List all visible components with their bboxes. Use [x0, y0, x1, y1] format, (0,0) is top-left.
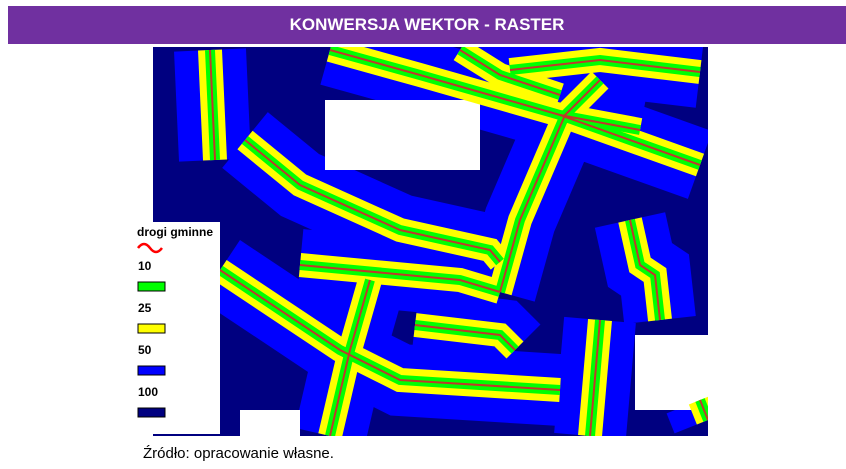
no-data — [325, 100, 480, 170]
legend-label: 100 — [138, 385, 158, 399]
no-data — [240, 410, 300, 436]
legend-swatch — [137, 365, 166, 376]
slide-title: KONWERSJA WEKTOR - RASTER — [8, 6, 846, 44]
raster-map: drogi gminne 10 25 50 100 — [135, 47, 708, 436]
legend-label: 25 — [138, 301, 152, 315]
legend-title: drogi gminne — [137, 225, 213, 239]
legend: drogi gminne 10 25 50 100 — [135, 222, 220, 434]
legend-label: 10 — [138, 259, 152, 273]
legend-swatch — [137, 281, 166, 292]
source-note: Źródło: opracowanie własne. — [143, 445, 334, 462]
legend-label: 50 — [138, 343, 152, 357]
legend-swatch — [137, 323, 166, 334]
legend-road-symbol — [137, 242, 163, 254]
map-layers — [153, 47, 708, 436]
no-data — [635, 335, 708, 410]
legend-swatch — [137, 407, 166, 418]
